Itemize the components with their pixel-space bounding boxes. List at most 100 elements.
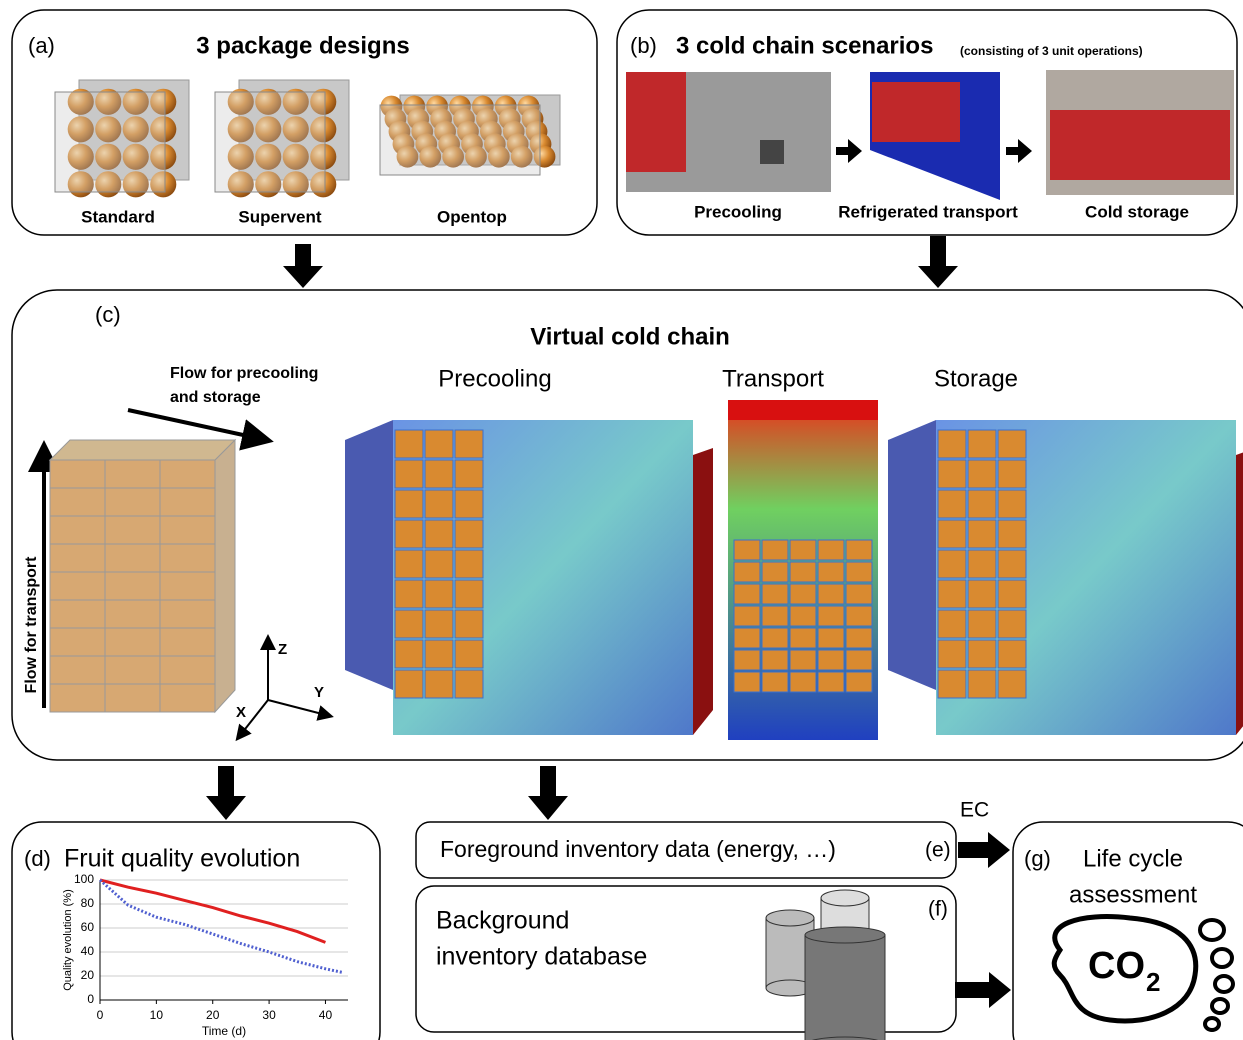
storage-package [938, 520, 966, 548]
db-top [805, 927, 885, 943]
storage-package [998, 490, 1026, 518]
storage-outlet [1236, 448, 1243, 735]
package [50, 488, 105, 516]
axis-y: Y [314, 684, 324, 701]
lca-text: assessment [1069, 881, 1197, 908]
precooling-package [425, 430, 453, 458]
transport-package [734, 628, 760, 648]
package [105, 600, 160, 628]
storage-package [968, 610, 996, 638]
panel-label: (b) [630, 33, 657, 58]
storage-package [938, 610, 966, 638]
scenario-label: Precooling [694, 202, 782, 221]
panel-subtitle: (consisting of 3 unit operations) [960, 44, 1143, 58]
storage-package [998, 610, 1026, 638]
storage-package [938, 550, 966, 578]
precooling-package [455, 550, 483, 578]
database-text: Background [436, 907, 569, 935]
view-title: Precooling [438, 365, 551, 392]
axis-x: X [236, 704, 246, 721]
transport-package [734, 562, 760, 582]
transport-package [846, 540, 872, 560]
co2-subscript: 2 [1146, 967, 1160, 997]
panel-label: (a) [28, 33, 55, 58]
package [160, 628, 215, 656]
panel-label: (e) [925, 839, 951, 862]
package [105, 656, 160, 684]
y-tick-label: 80 [81, 896, 95, 910]
package [160, 656, 215, 684]
y-tick-label: 20 [81, 968, 95, 982]
precooling-package [395, 610, 423, 638]
transport-package [846, 584, 872, 604]
package [50, 600, 105, 628]
arrow [283, 244, 323, 288]
package [50, 684, 105, 712]
panel-title: Virtual cold chain [530, 323, 730, 350]
truck-pallets [872, 82, 960, 142]
package [105, 684, 160, 712]
arrow [958, 832, 1010, 868]
design-label: Standard [81, 207, 155, 226]
precooling-package [455, 670, 483, 698]
arrow [206, 766, 246, 820]
y-tick-label: 40 [81, 944, 95, 958]
storage-package [998, 640, 1026, 668]
transport-package [734, 650, 760, 670]
transport-package [762, 650, 788, 670]
package [50, 656, 105, 684]
transport-package [846, 650, 872, 670]
precooling-package [455, 610, 483, 638]
arrow-label: EC [960, 799, 989, 822]
transport-package [818, 628, 844, 648]
y-tick-label: 0 [87, 992, 94, 1006]
transport-package [846, 562, 872, 582]
transport-package [818, 562, 844, 582]
storage-package [998, 460, 1026, 488]
storage-package [968, 520, 996, 548]
package [160, 600, 215, 628]
x-axis-label: Time (d) [202, 1024, 246, 1038]
storage-package [968, 550, 996, 578]
package [160, 684, 215, 712]
stack-side [215, 440, 235, 712]
transport-package [818, 606, 844, 626]
precooling-package [455, 640, 483, 668]
storage-package [968, 430, 996, 458]
transport-package [846, 628, 872, 648]
precooling-package [425, 520, 453, 548]
storage-package [938, 430, 966, 458]
scenario-label: Refrigerated transport [838, 202, 1018, 221]
flow-label: Flow for precooling [170, 365, 318, 382]
storage-package [938, 580, 966, 608]
transport-top [728, 400, 878, 420]
package [105, 488, 160, 516]
db-body [805, 935, 885, 1040]
precooling-package [455, 460, 483, 488]
view-title: Storage [934, 365, 1018, 392]
precooling-package [455, 580, 483, 608]
panel-title: 3 cold chain scenarios [676, 32, 933, 59]
transport-package [846, 606, 872, 626]
precooling-outlet [693, 448, 713, 735]
package [50, 628, 105, 656]
storage-package [998, 670, 1026, 698]
pallets [626, 72, 686, 172]
db-top [821, 890, 869, 906]
precooling-package [395, 640, 423, 668]
transport-package [762, 672, 788, 692]
y-axis-label: Quality evolution (%) [62, 889, 74, 991]
transport-package [734, 584, 760, 604]
precooling-package [395, 430, 423, 458]
precooling-package [425, 580, 453, 608]
precooling-package [455, 520, 483, 548]
transport-package [790, 540, 816, 560]
storage-package [938, 460, 966, 488]
precooling-package [455, 430, 483, 458]
storage-package [998, 550, 1026, 578]
precooling-package [425, 640, 453, 668]
precooling-package [425, 490, 453, 518]
stack-top [50, 440, 235, 460]
precooling-package [425, 610, 453, 638]
inventory-text: Foreground inventory data (energy, …) [440, 836, 836, 862]
